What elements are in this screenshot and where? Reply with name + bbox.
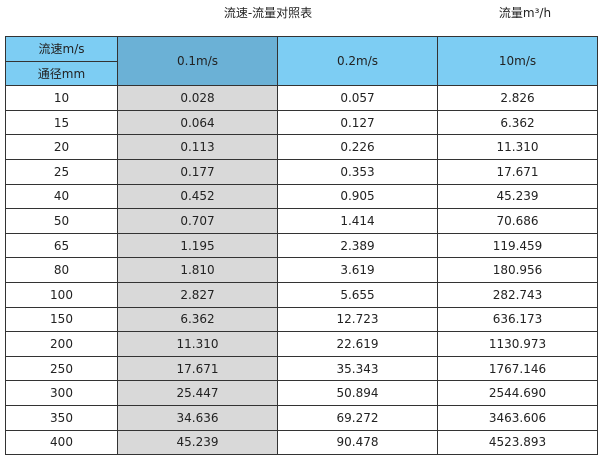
flow-cell: 2.827 [117,281,278,308]
diameter-cell: 65 [5,232,118,259]
flow-cell: 0.113 [117,134,278,160]
flow-cell: 6.362 [117,306,278,333]
flow-cell: 0.127 [277,109,438,136]
flow-cell: 17.671 [437,158,598,185]
diameter-cell: 150 [5,306,118,333]
diameter-cell: 25 [5,158,118,185]
flow-cell: 34.636 [117,404,278,431]
flow-cell: 5.655 [277,281,438,308]
table-row: 400 45.239 90.478 4523.893 [5,429,598,456]
flow-cell: 50.894 [277,380,438,406]
table-row: 65 1.195 2.389 119.459 [5,232,598,259]
flow-cell: 0.905 [277,183,438,210]
table-row: 250 17.671 35.343 1767.146 [5,355,598,382]
flow-cell: 0.226 [277,134,438,160]
flow-cell: 2544.690 [437,380,598,406]
flow-cell: 1.414 [277,208,438,234]
diameter-cell: 200 [5,331,118,357]
flow-cell: 0.177 [117,158,278,185]
diameter-cell: 40 [5,183,118,210]
flow-cell: 1767.146 [437,355,598,382]
flow-cell: 6.362 [437,109,598,136]
flow-cell: 119.459 [437,232,598,259]
flow-cell: 45.239 [117,429,278,456]
velocity-header: 流速m/s [5,36,118,62]
table-row: 25 0.177 0.353 17.671 [5,158,598,185]
flow-cell: 0.452 [117,183,278,210]
flow-cell: 1130.973 [437,331,598,357]
flow-cell: 1.810 [117,257,278,283]
column-header: 10m/s [437,35,598,87]
diameter-cell: 15 [5,109,118,136]
flow-cell: 1.195 [117,232,278,259]
flow-cell: 17.671 [117,355,278,382]
unit-label: 流量m³/h [498,6,552,20]
diameter-cell: 300 [5,380,118,406]
table-row: 40 0.452 0.905 45.239 [5,183,598,210]
flow-cell: 0.707 [117,208,278,234]
column-header: 0.1m/s [117,35,278,87]
diameter-cell: 50 [5,208,118,234]
diameter-cell: 20 [5,134,118,160]
table-row: 80 1.810 3.619 180.956 [5,257,598,283]
diameter-cell: 350 [5,404,118,431]
flow-cell: 0.353 [277,158,438,185]
flow-cell: 90.478 [277,429,438,456]
diameter-header: 通径mm [5,60,118,87]
column-header: 0.2m/s [277,35,438,87]
flow-cell: 11.310 [437,134,598,160]
flow-cell: 3.619 [277,257,438,283]
diameter-cell: 10 [5,85,118,111]
diameter-cell: 80 [5,257,118,283]
flow-cell: 282.743 [437,281,598,308]
flow-cell: 0.064 [117,109,278,136]
table-row: 100 2.827 5.655 282.743 [5,281,598,308]
diameter-cell: 250 [5,355,118,382]
table-row: 15 0.064 0.127 6.362 [5,109,598,136]
table-row: 20 0.113 0.226 11.310 [5,134,598,160]
flow-cell: 180.956 [437,257,598,283]
flow-cell: 11.310 [117,331,278,357]
table-row: 10 0.028 0.057 2.826 [5,85,598,111]
flow-cell: 636.173 [437,306,598,333]
velocity-flow-table: 流速m/s 0.1m/s 0.2m/s 10m/s 通径mm 10 0.028 0.… [5,35,598,456]
table-row: 300 25.447 50.894 2544.690 [5,380,598,406]
flow-cell: 4523.893 [437,429,598,456]
flow-cell: 70.686 [437,208,598,234]
flow-cell: 2.826 [437,85,598,111]
flow-cell: 69.272 [277,404,438,431]
table-row: 350 34.636 69.272 3463.606 [5,404,598,431]
flow-cell: 0.057 [277,85,438,111]
table-row: 150 6.362 12.723 636.173 [5,306,598,333]
diameter-cell: 400 [5,429,118,456]
table-title: 流速-流量对照表 [223,6,313,20]
flow-cell: 35.343 [277,355,438,382]
table-row: 200 11.310 22.619 1130.973 [5,331,598,357]
flow-cell: 12.723 [277,306,438,333]
table-row: 50 0.707 1.414 70.686 [5,208,598,234]
flow-cell: 0.028 [117,85,278,111]
diameter-cell: 100 [5,281,118,308]
flow-cell: 22.619 [277,331,438,357]
flow-cell: 2.389 [277,232,438,259]
flow-cell: 3463.606 [437,404,598,431]
flow-cell: 25.447 [117,380,278,406]
flow-cell: 45.239 [437,183,598,210]
